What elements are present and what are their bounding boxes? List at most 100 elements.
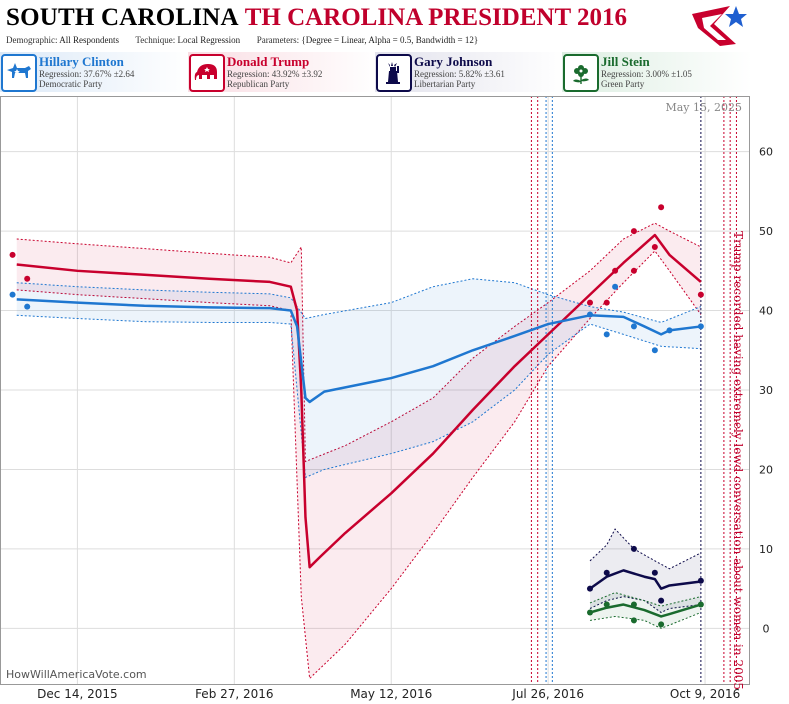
- site-logo: [692, 6, 747, 46]
- candidate-name: Jill Stein: [601, 54, 650, 69]
- x-tick-label: Dec 14, 2015: [37, 687, 117, 701]
- poll-point: [612, 267, 619, 274]
- trend-line: [16, 298, 702, 404]
- statue-of-liberty-icon: [376, 54, 412, 92]
- grid: [0, 96, 749, 684]
- poll-point: [697, 291, 704, 298]
- poll-point: [651, 347, 658, 354]
- poll-point: [586, 299, 593, 306]
- poll-point: [630, 617, 637, 624]
- poll-point: [603, 601, 610, 608]
- poll-point: [658, 597, 665, 604]
- band-upper-bound: [16, 278, 702, 323]
- donkey-icon: [1, 54, 37, 92]
- poll-point: [603, 569, 610, 576]
- poll-point: [630, 545, 637, 552]
- poll-point: [697, 577, 704, 584]
- candidate-party: Green Party: [601, 79, 645, 89]
- x-tick-label: Jul 26, 2016: [511, 687, 584, 701]
- y-tick-label: 0: [763, 622, 770, 635]
- y-tick-label: 10: [759, 543, 773, 556]
- y-tick-label: 40: [759, 305, 773, 318]
- poll-point: [658, 621, 665, 628]
- page-subtitle: TH CAROLINA PRESIDENT 2016: [244, 4, 627, 31]
- poll-point: [697, 323, 704, 330]
- poll-point: [24, 303, 31, 310]
- title-row: SOUTH CAROLINA TH CAROLINA PRESIDENT 2016: [6, 4, 627, 32]
- flower-icon: [563, 54, 599, 92]
- band-upper-bound: [589, 592, 701, 607]
- x-tick-label: Feb 27, 2016: [195, 687, 274, 701]
- axes: 0 10 20 30 40 50 60 Dec 14, 2015 Feb 27, 2016 May…: [0, 96, 773, 701]
- poll-point: [603, 331, 610, 338]
- poll-point: [666, 327, 673, 334]
- candidate-regression: Regression: 37.67% ±2.64: [39, 69, 135, 79]
- poll-point: [603, 299, 610, 306]
- poll-point: [630, 267, 637, 274]
- poll-point: [586, 311, 593, 318]
- trend-line: [589, 603, 702, 618]
- x-tick-label: Oct 9, 2016: [670, 687, 740, 701]
- band-upper-bound: [16, 222, 702, 463]
- candidate-johnson: Gary Johnson Regression: 5.82% ±3.61 Lib…: [375, 52, 565, 92]
- candidate-trump: Donald Trump Regression: 43.92% ±3.92 Re…: [188, 52, 378, 92]
- confidence-band: [16, 223, 701, 679]
- candidate-regression: Regression: 5.82% ±3.61: [414, 69, 505, 79]
- y-tick-label: 60: [759, 146, 773, 159]
- x-tick-label: May 12, 2016: [350, 687, 432, 701]
- candidate-name: Donald Trump: [227, 54, 310, 69]
- poll-point: [9, 291, 16, 298]
- poll-point: [612, 283, 619, 290]
- trend-line: [16, 233, 702, 569]
- poll-point: [651, 243, 658, 250]
- y-tick-label: 20: [759, 463, 773, 476]
- candidate-party: Democratic Party: [39, 79, 103, 89]
- parameters-value: {Degree = Linear, Alpha = 0.5, Bandwidth…: [301, 35, 479, 45]
- poll-point: [630, 601, 637, 608]
- confidence-band: [16, 278, 701, 478]
- candidate-name: Gary Johnson: [414, 54, 493, 69]
- page-title: SOUTH CAROLINA: [6, 4, 239, 31]
- poll-point: [9, 251, 16, 258]
- y-tick-label: 50: [759, 225, 773, 238]
- candidate-legend: Hillary Clinton Regression: 37.67% ±2.64…: [0, 52, 789, 94]
- event-annotation: Trump recorded having extremely lewd con…: [731, 231, 745, 690]
- poll-point: [697, 601, 704, 608]
- confidence-bands: [16, 222, 702, 680]
- demographic-value: All Respondents: [59, 35, 119, 45]
- poll-point: [630, 228, 637, 235]
- meta-row: Demographic: All Respondents Technique: …: [6, 35, 478, 45]
- trend-line: [589, 569, 702, 590]
- band-lower-bound: [16, 314, 701, 479]
- watermark: HowWillAmericaVote.com: [6, 668, 147, 681]
- candidate-regression: Regression: 3.00% ±1.05: [601, 69, 692, 79]
- parameters-label: Parameters:: [256, 35, 300, 45]
- candidate-stein: Jill Stein Regression: 3.00% ±1.05 Green…: [562, 52, 752, 92]
- poll-point: [24, 275, 31, 282]
- poll-point: [586, 585, 593, 592]
- polling-chart: 0 10 20 30 40 50 60 Dec 14, 2015 Feb 27, 2016 May…: [0, 96, 773, 701]
- demographic-label: Demographic:: [6, 35, 58, 45]
- plot-border: [0, 96, 750, 685]
- event-markers: [530, 96, 737, 684]
- technique-value: Local Regression: [177, 35, 241, 45]
- candidate-name: Hillary Clinton: [39, 54, 124, 69]
- current-date-label: May 15, 2025: [665, 101, 742, 114]
- trend-lines: [16, 233, 702, 618]
- band-lower-bound: [589, 612, 702, 629]
- poll-point: [586, 609, 593, 616]
- poll-point: [651, 569, 658, 576]
- poll-points: [9, 204, 704, 628]
- y-tick-label: 30: [759, 384, 773, 397]
- confidence-band: [589, 529, 701, 613]
- chart-area: 0 10 20 30 40 50 60 Dec 14, 2015 Feb 27, 2016 May…: [0, 94, 789, 704]
- poll-point: [630, 323, 637, 330]
- candidate-regression: Regression: 43.92% ±3.92: [227, 69, 323, 79]
- band-lower-bound: [16, 250, 702, 680]
- candidate-party: Libertarian Party: [414, 79, 476, 89]
- candidate-party: Republican Party: [227, 79, 290, 89]
- technique-label: Technique:: [135, 35, 176, 45]
- elephant-icon: [189, 54, 225, 92]
- poll-point: [658, 204, 665, 211]
- candidate-clinton: Hillary Clinton Regression: 37.67% ±2.64…: [0, 52, 190, 92]
